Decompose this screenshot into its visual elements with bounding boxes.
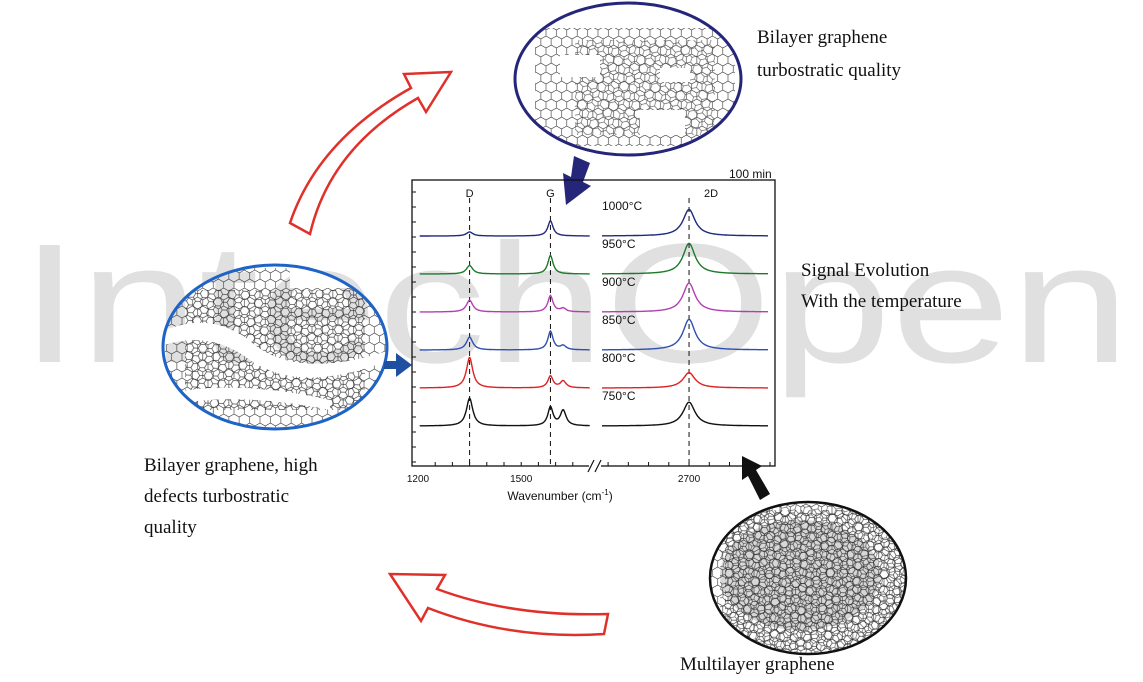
axis-break-mark [594, 459, 602, 473]
series-temperature-label: 900°C [602, 275, 636, 289]
spectrum-line-high [602, 242, 768, 275]
axis-break-gap [589, 461, 601, 471]
spectrum-line-low [419, 356, 590, 389]
spectrum-line-low [419, 294, 590, 313]
spectrum-line-low [419, 329, 590, 351]
x-tick-label: 1500 [510, 474, 533, 485]
spectrum-line-high [602, 318, 768, 351]
caption-left-line3: quality [144, 517, 197, 538]
x-tick-label: 2700 [678, 474, 701, 485]
spectrum-line-high [602, 282, 769, 313]
caption-top-line2: turbostratic quality [757, 60, 902, 81]
series-temperature-label: 750°C [602, 389, 636, 403]
caption-left-line1: Bilayer graphene, high [144, 455, 318, 476]
red-cycle-arrow-up [288, 70, 454, 236]
spectrum-line-high [602, 372, 768, 389]
axis-break-mark [587, 459, 595, 473]
x-axis-label: Wavenumber (cm-1) [507, 488, 612, 503]
series-temperature-label: 800°C [602, 351, 636, 365]
series-temperature-label: 1000°C [602, 199, 642, 213]
defective-bilayer-oval [161, 263, 389, 431]
multilayer-graphene-oval [708, 500, 908, 656]
spectrum-line-low [419, 397, 590, 427]
series-temperature-label: 850°C [602, 313, 636, 327]
x-tick-label: 1200 [407, 474, 430, 485]
series-temperature-label: 950°C [602, 237, 636, 251]
bilayer-graphene-oval [513, 1, 743, 157]
red-cycle-arrow-left [387, 572, 610, 637]
bottom-oval-pointer-arrow [742, 456, 770, 500]
caption-left-line2: defects turbostratic [144, 486, 289, 507]
spectrum-line-low [419, 219, 590, 237]
peak-label: 2D [704, 188, 718, 200]
peak-label: G [546, 188, 555, 200]
caption-right-line2: With the temperature [801, 291, 962, 312]
peak-label: D [466, 188, 474, 200]
spectrum-line-high [602, 208, 768, 237]
spectrum-line-high [602, 401, 768, 427]
caption-bottom: Multilayer graphene [680, 654, 835, 675]
caption-top-line1: Bilayer graphene [757, 27, 887, 48]
spectrum-line-low [419, 254, 590, 275]
left-oval-pointer-arrow [384, 353, 412, 377]
caption-right-line1: Signal Evolution [801, 260, 930, 281]
raman-spectra-chart: 100 min 1200 1500 2700 D G 2D 1000°C 950°C 900°C… [407, 167, 776, 503]
chart-corner-label: 100 min [729, 167, 772, 181]
